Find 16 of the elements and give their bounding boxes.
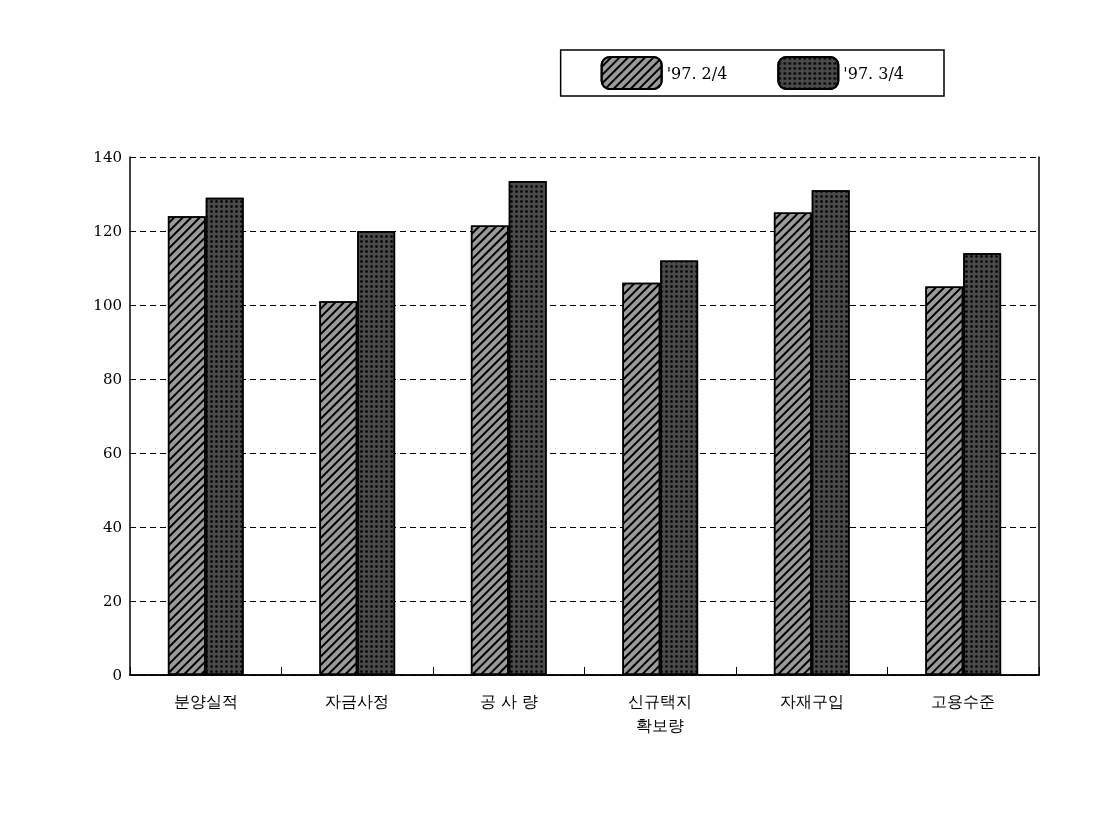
y-tick-label: 100 [93,296,122,314]
x-tick-label: 분양실적 [173,691,238,711]
y-tick-label: 40 [102,518,122,536]
x-tick-label: 신규택지 확보량 [628,691,693,735]
y-tick-label: 120 [93,222,122,240]
x-tick-label: 자금사정 [325,691,390,711]
x-tick-label: 자재구입 [779,691,844,711]
x-tick-label: 공 사 량 [479,691,538,711]
y-tick-label: 0 [112,666,122,684]
y-tick-label: 20 [102,592,122,610]
y-tick-label: 140 [93,148,122,166]
y-tick-label: 60 [102,444,122,462]
y-tick-label: 80 [102,370,122,388]
legend-label: '97. 2/4 [666,63,728,83]
legend-label: '97. 3/4 [843,63,905,83]
x-tick-label: 고용수준 [931,691,996,711]
